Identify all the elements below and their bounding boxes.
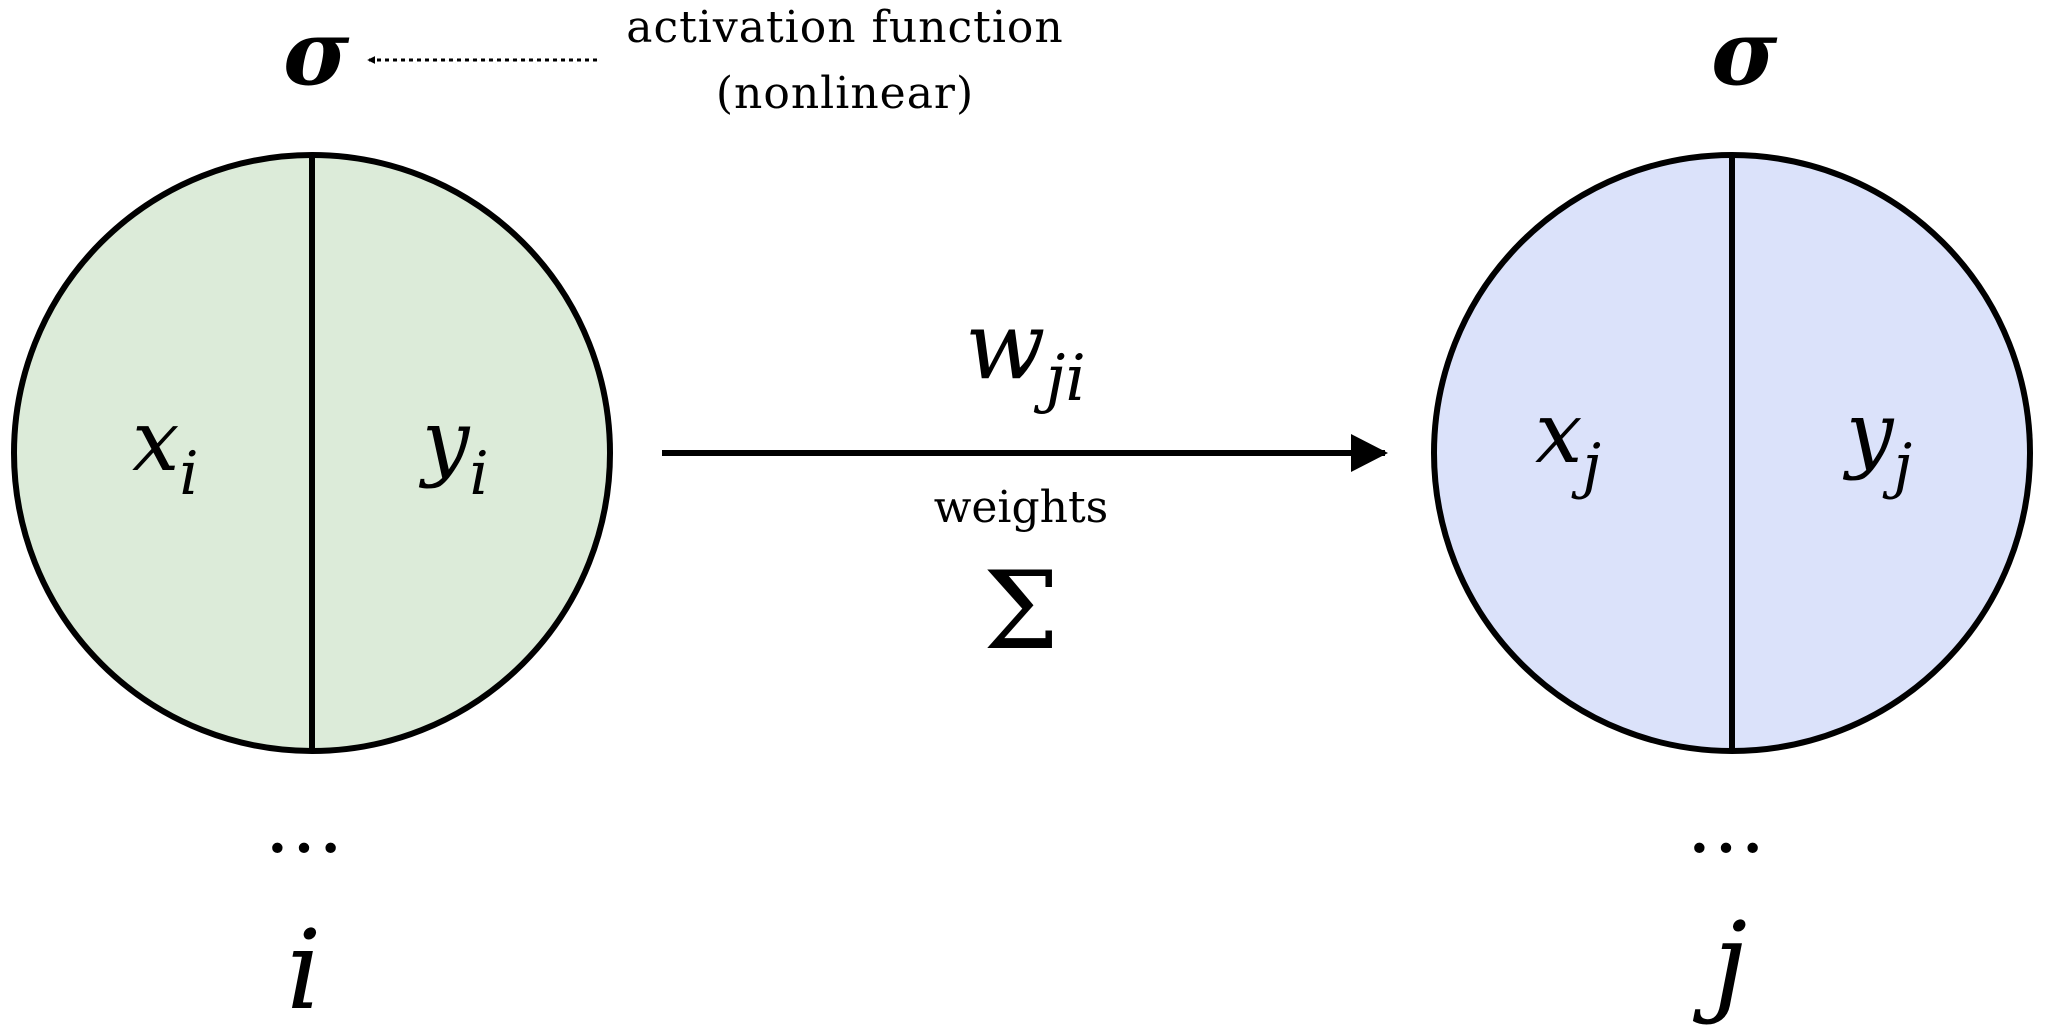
neuron-j-index-label: j: [1692, 898, 1747, 1026]
sum-symbol: Σ: [983, 549, 1059, 674]
weights-caption: weights: [934, 482, 1109, 533]
neuron-j-output-label: yj: [1842, 384, 1912, 501]
neuron-i-ellipsis: …: [264, 778, 344, 871]
neuron-j-ellipsis: …: [1686, 778, 1766, 871]
neuron-j: xj yj: [1431, 152, 2033, 754]
connection-arrowhead: [1351, 434, 1388, 472]
neuron-j-input-label: xj: [1535, 384, 1601, 501]
neuron-i: xi yi: [11, 152, 613, 754]
neuron-i-input-label: xi: [132, 392, 199, 509]
activation-caption-line1: activation function: [626, 2, 1063, 53]
weight-label: wji: [965, 292, 1086, 416]
weighted-connection: wji weights Σ: [662, 292, 1388, 674]
neuron-i-output-label: yi: [418, 392, 489, 509]
activation-sigma-left: σ: [283, 0, 350, 106]
activation-sigma-right: σ: [1711, 0, 1778, 106]
activation-caption-line2: (nonlinear): [716, 68, 974, 119]
neuron-i-index-label: i: [286, 906, 321, 1028]
